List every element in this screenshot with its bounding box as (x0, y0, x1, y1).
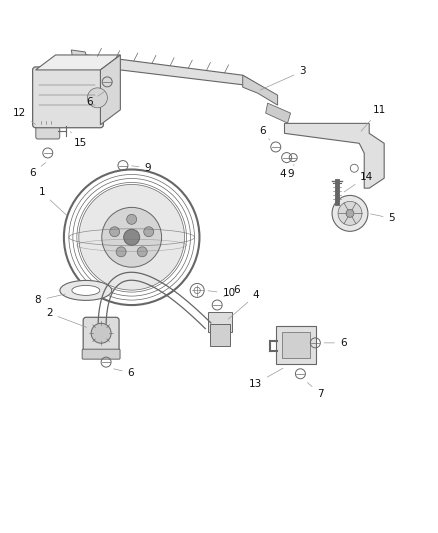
Circle shape (110, 227, 120, 237)
Circle shape (79, 184, 184, 290)
Circle shape (124, 229, 140, 245)
FancyBboxPatch shape (36, 121, 60, 139)
Circle shape (88, 88, 107, 108)
Text: 10: 10 (208, 288, 236, 298)
Polygon shape (35, 55, 120, 70)
Text: 6: 6 (86, 91, 105, 107)
Polygon shape (243, 75, 278, 105)
Circle shape (346, 209, 354, 217)
Text: 4: 4 (228, 290, 259, 319)
FancyBboxPatch shape (208, 312, 232, 332)
FancyBboxPatch shape (82, 349, 120, 359)
Circle shape (338, 201, 362, 225)
FancyBboxPatch shape (83, 317, 119, 353)
Ellipse shape (72, 286, 100, 295)
Text: 6: 6 (259, 126, 270, 140)
Circle shape (350, 164, 358, 172)
Polygon shape (285, 123, 384, 188)
Text: 12: 12 (13, 108, 35, 124)
Text: 13: 13 (249, 368, 283, 389)
Text: 11: 11 (361, 106, 386, 131)
Polygon shape (71, 50, 89, 70)
Text: 5: 5 (371, 213, 395, 223)
Circle shape (332, 196, 368, 231)
Text: 2: 2 (46, 308, 87, 327)
Text: 6: 6 (224, 285, 240, 297)
Text: 1: 1 (39, 188, 67, 215)
Text: 4: 4 (279, 163, 287, 179)
Circle shape (116, 247, 126, 257)
Circle shape (102, 207, 162, 267)
Circle shape (91, 324, 111, 343)
FancyBboxPatch shape (276, 326, 316, 364)
Text: 7: 7 (307, 383, 324, 399)
Text: 15: 15 (71, 132, 87, 148)
Polygon shape (79, 54, 263, 87)
Text: 8: 8 (35, 294, 65, 305)
Text: 9: 9 (288, 165, 294, 179)
FancyBboxPatch shape (33, 67, 103, 128)
Text: 6: 6 (29, 163, 46, 178)
Text: 14: 14 (344, 172, 374, 192)
Polygon shape (266, 103, 290, 123)
Text: 6: 6 (324, 338, 346, 348)
Ellipse shape (60, 280, 112, 301)
FancyBboxPatch shape (283, 332, 311, 358)
Text: 6: 6 (114, 368, 134, 378)
Polygon shape (100, 55, 120, 125)
Circle shape (144, 227, 154, 237)
FancyBboxPatch shape (210, 324, 230, 346)
Circle shape (137, 247, 147, 257)
Circle shape (127, 214, 137, 224)
Text: 3: 3 (260, 66, 306, 90)
Text: 9: 9 (132, 163, 151, 173)
